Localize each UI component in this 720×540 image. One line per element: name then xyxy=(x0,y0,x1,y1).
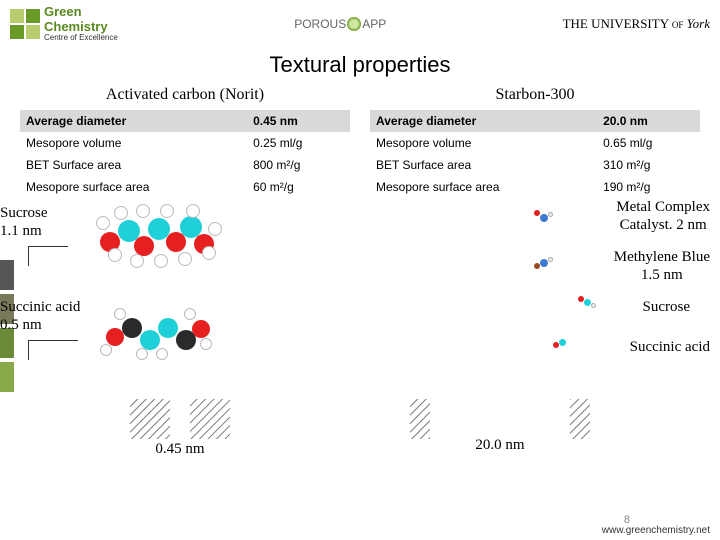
logo-porous4app: POROUS APP xyxy=(294,17,386,31)
atom-icon xyxy=(202,246,216,260)
pore-left: 0.45 nm xyxy=(130,389,230,458)
table-row: Mesopore surface area190 m²/g xyxy=(370,176,700,198)
atom-icon xyxy=(200,338,212,350)
atom-icon xyxy=(134,236,154,256)
table-row: Mesopore volume0.25 ml/g xyxy=(20,132,350,154)
table-row: Average diameter20.0 nm xyxy=(370,110,700,132)
footer-url: www.greenchemistry.net xyxy=(602,525,710,536)
atom-icon xyxy=(186,204,200,218)
property-value: 20.0 nm xyxy=(597,110,700,132)
atom-icon xyxy=(158,318,178,338)
atom-icon xyxy=(122,318,142,338)
property-label: BET Surface area xyxy=(20,154,247,176)
mini-molecule-icon xyxy=(550,333,580,355)
label-methylene: Methylene Blue 1.5 nm xyxy=(614,248,710,284)
right-table: Average diameter20.0 nmMesopore volume0.… xyxy=(370,110,700,198)
atom-icon xyxy=(108,248,122,262)
label-succinic-left: Succinic acid 0.5 nm xyxy=(0,298,80,334)
property-label: Average diameter xyxy=(370,110,597,132)
atom-icon xyxy=(208,222,222,236)
atom-icon xyxy=(136,348,148,360)
label-succinic-right: Succinic acid xyxy=(630,338,710,356)
pore-left-icon xyxy=(130,389,230,439)
table-row: Mesopore surface area60 m²/g xyxy=(20,176,350,198)
property-value: 800 m²/g xyxy=(247,154,350,176)
mini-molecule-icon xyxy=(575,293,605,315)
left-heading: Activated carbon (Norit) xyxy=(20,86,350,104)
atom-icon xyxy=(106,328,124,346)
p4a-prefix: POROUS xyxy=(294,17,346,31)
atom-icon xyxy=(136,204,150,218)
mini-molecule-icon xyxy=(530,253,560,275)
pore-right-label: 20.0 nm xyxy=(475,437,524,454)
mini-molecule-icon xyxy=(530,208,560,230)
pore-left-label: 0.45 nm xyxy=(155,441,204,458)
logo-subtitle: Centre of Excellence xyxy=(44,34,118,43)
atom-icon xyxy=(184,308,196,320)
atom-icon xyxy=(140,330,160,350)
arrow-sucrose xyxy=(28,246,68,266)
atom-icon xyxy=(156,348,168,360)
york-prefix: THE UNIVERSITY of xyxy=(563,16,684,31)
atom-icon xyxy=(114,206,128,220)
property-value: 0.65 ml/g xyxy=(597,132,700,154)
logo-york: THE UNIVERSITY of York xyxy=(563,16,710,32)
comparison-columns: Activated carbon (Norit) Average diamete… xyxy=(0,86,720,198)
pore-right: 20.0 nm xyxy=(410,389,590,458)
table-row: Average diameter0.45 nm xyxy=(20,110,350,132)
diagram-area: Sucrose 1.1 nm Succinic acid 0.5 nm Meta… xyxy=(0,198,720,468)
property-label: Mesopore volume xyxy=(370,132,597,154)
label-sucrose-left: Sucrose 1.1 nm xyxy=(0,204,48,240)
atom-icon xyxy=(154,254,168,268)
right-column: Starbon-300 Average diameter20.0 nmMesop… xyxy=(370,86,700,198)
property-label: BET Surface area xyxy=(370,154,597,176)
property-value: 60 m²/g xyxy=(247,176,350,198)
p4a-ball-icon xyxy=(347,17,361,31)
left-table: Average diameter0.45 nmMesopore volume0.… xyxy=(20,110,350,198)
property-value: 0.25 ml/g xyxy=(247,132,350,154)
table-row: Mesopore volume0.65 ml/g xyxy=(370,132,700,154)
property-value: 0.45 nm xyxy=(247,110,350,132)
logo-line1: Green xyxy=(44,4,82,19)
arrow-succinic xyxy=(28,340,78,360)
label-metal: Metal Complex Catalyst. 2 nm xyxy=(616,198,710,234)
atom-icon xyxy=(100,344,112,356)
property-value: 310 m²/g xyxy=(597,154,700,176)
table-row: BET Surface area310 m²/g xyxy=(370,154,700,176)
page-title: Textural properties xyxy=(0,48,720,86)
left-column: Activated carbon (Norit) Average diamete… xyxy=(20,86,350,198)
molecule-succinic xyxy=(100,308,220,368)
atom-icon xyxy=(114,308,126,320)
property-label: Average diameter xyxy=(20,110,247,132)
property-label: Mesopore volume xyxy=(20,132,247,154)
molecule-sucrose xyxy=(90,202,230,282)
atom-icon xyxy=(178,252,192,266)
logo-green-chemistry: Green Chemistry Centre of Excellence xyxy=(10,5,118,42)
logo-squares-icon xyxy=(10,9,40,39)
property-value: 190 m²/g xyxy=(597,176,700,198)
p4a-suffix: APP xyxy=(362,17,386,31)
atom-icon xyxy=(130,254,144,268)
right-heading: Starbon-300 xyxy=(370,86,700,104)
property-label: Mesopore surface area xyxy=(370,176,597,198)
atom-icon xyxy=(160,204,174,218)
label-sucrose-right: Sucrose xyxy=(643,298,691,316)
header: Green Chemistry Centre of Excellence POR… xyxy=(0,0,720,48)
atom-icon xyxy=(192,320,210,338)
property-label: Mesopore surface area xyxy=(20,176,247,198)
logo-line2: Chemistry xyxy=(44,19,108,34)
table-row: BET Surface area800 m²/g xyxy=(20,154,350,176)
york-name: York xyxy=(687,16,710,31)
pore-right-icon xyxy=(410,389,590,439)
atom-icon xyxy=(96,216,110,230)
